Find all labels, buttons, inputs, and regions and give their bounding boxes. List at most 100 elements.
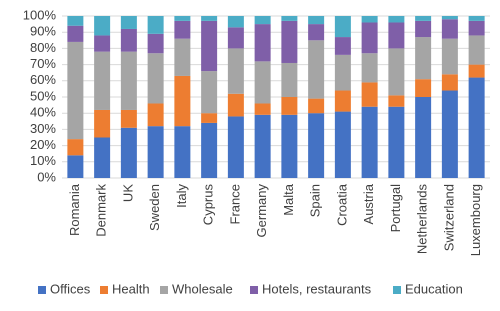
x-tick-label: Netherlands	[415, 184, 430, 255]
bar-segment	[254, 114, 271, 178]
bar-segment	[120, 51, 137, 110]
bar-segment	[388, 48, 405, 96]
bar-segment	[441, 19, 458, 39]
bar-segment	[308, 113, 325, 178]
bar-segment	[468, 64, 485, 78]
y-tick-label: 100%	[23, 7, 57, 22]
bar-segment	[308, 98, 325, 114]
bar-segment	[147, 33, 164, 54]
bar-segment	[468, 20, 485, 36]
bar-segment	[147, 103, 164, 127]
x-tick-label: Romania	[67, 183, 82, 236]
bar-segment	[67, 16, 84, 26]
x-tick-label: Portugal	[388, 184, 403, 233]
y-tick-label: 10%	[30, 153, 56, 168]
y-tick-label: 50%	[30, 88, 56, 103]
x-tick-label: Denmark	[94, 184, 109, 237]
bar-segment	[227, 16, 244, 28]
bar-segment	[441, 16, 458, 20]
legend-label: Wholesale	[172, 281, 233, 296]
bar-segment	[67, 41, 84, 140]
bar-segment	[308, 24, 325, 41]
bar-segment	[147, 126, 164, 178]
x-tick-label: Spain	[308, 184, 323, 217]
bar-segment	[415, 20, 432, 38]
y-tick-label: 60%	[30, 72, 56, 87]
bar-segment	[174, 20, 191, 39]
y-tick-label: 20%	[30, 137, 56, 152]
bar-segment	[94, 35, 111, 52]
bar-segment	[281, 97, 298, 115]
bar-segment	[227, 116, 244, 178]
bar-segment	[441, 38, 458, 75]
legend-swatch	[38, 286, 46, 294]
x-tick-label: Sweden	[147, 184, 162, 231]
bar-segment	[361, 22, 378, 54]
bar-segment	[361, 106, 378, 178]
bar-segment	[281, 16, 298, 21]
bar-segment	[94, 51, 111, 110]
bar-segment	[334, 16, 351, 38]
bar-segment	[334, 54, 351, 91]
bar-segment	[415, 16, 432, 21]
y-tick-label: 80%	[30, 40, 56, 55]
bar-segment	[415, 97, 432, 178]
bar-segment	[94, 109, 111, 138]
x-tick-label: UK	[120, 184, 135, 202]
bar-segment	[174, 75, 191, 127]
x-tick-label: Switzerland	[441, 184, 456, 251]
legend-swatch	[160, 286, 168, 294]
bar-segment	[281, 62, 298, 97]
bar-segment	[120, 109, 137, 128]
x-tick-label: France	[227, 184, 242, 224]
x-tick-label: Austria	[361, 183, 376, 224]
bar-segment	[388, 22, 405, 49]
bar-segment	[94, 16, 111, 36]
bar-segment	[174, 38, 191, 76]
bar-segment	[174, 16, 191, 21]
x-tick-label: Malta	[281, 183, 296, 216]
bar-segment	[415, 79, 432, 97]
y-tick-label: 90%	[30, 24, 56, 39]
y-tick-label: 40%	[30, 105, 56, 120]
bar-segment	[201, 71, 218, 114]
bar-segment	[334, 111, 351, 178]
bar-segment	[201, 113, 218, 123]
y-tick-label: 70%	[30, 56, 56, 71]
bar-segment	[227, 27, 244, 49]
x-tick-label: Italy	[174, 184, 189, 208]
bar-segment	[281, 20, 298, 63]
y-tick-label: 30%	[30, 121, 56, 136]
bar-segment	[308, 40, 325, 99]
y-tick-label: 0%	[37, 169, 56, 184]
x-tick-label: Croatia	[334, 183, 349, 226]
legend-label: Hotels, restaurants	[262, 281, 372, 296]
bar-segment	[120, 16, 137, 29]
bar-segment	[334, 90, 351, 112]
bar-segment	[147, 53, 164, 104]
bar-segment	[441, 90, 458, 178]
bar-segment	[361, 53, 378, 83]
bar-segment	[334, 37, 351, 55]
bar-segment	[201, 122, 218, 178]
bar-segment	[227, 48, 244, 94]
bar-segment	[67, 155, 84, 178]
bar-segment	[441, 74, 458, 91]
bar-segment	[361, 82, 378, 107]
bar-segment	[388, 16, 405, 23]
legend-swatch	[100, 286, 108, 294]
legend-swatch	[250, 286, 258, 294]
bar-segment	[201, 16, 218, 21]
bar-segment	[227, 93, 244, 117]
bar-segment	[254, 103, 271, 115]
bar-segment	[308, 16, 325, 25]
bar-segment	[120, 28, 137, 52]
x-tick-label: Cyprus	[201, 184, 216, 226]
bar-segment	[120, 127, 137, 178]
bar-segment	[281, 114, 298, 178]
bar-segment	[468, 35, 485, 65]
bar-segment	[361, 16, 378, 23]
bar-segment	[388, 106, 405, 178]
bar-segment	[388, 95, 405, 107]
